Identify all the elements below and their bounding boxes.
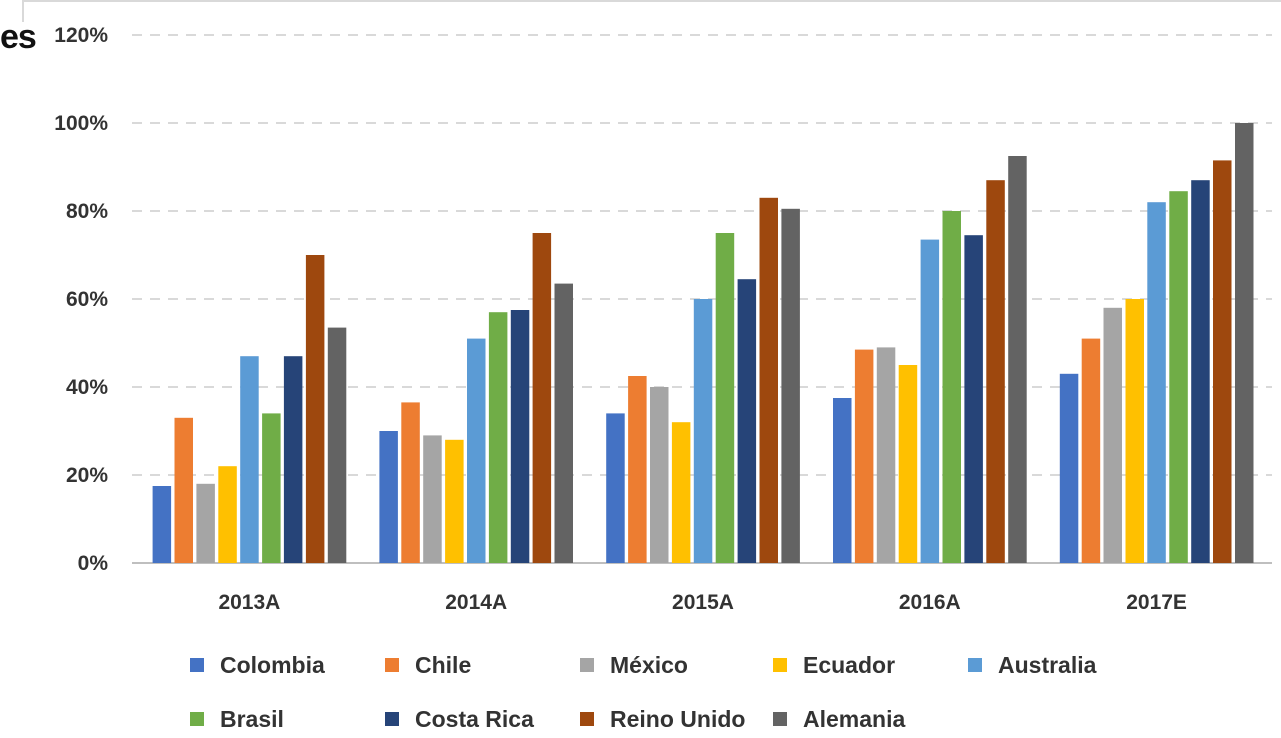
bar-costa-rica-2015a: [737, 279, 757, 563]
legend-label: Brasil: [220, 705, 284, 732]
legend-swatch: [773, 658, 787, 672]
legend-label: Chile: [415, 651, 472, 678]
bar-colombia-2017e: [1059, 373, 1079, 563]
bar-australia-2015a: [693, 299, 713, 563]
bar-ecuador-2016a: [898, 365, 918, 563]
bar-brasil-2017e: [1169, 191, 1188, 563]
legend-swatch: [773, 712, 787, 726]
plot-area: 0% 20% 40% 60% 80% 100% 120% 2013A 2014A 2015A 201…: [54, 24, 1272, 614]
chart-frame-top: [22, 0, 1281, 5]
bar-ecuador-2014a: [445, 439, 464, 563]
y-tick-label: 120%: [54, 24, 108, 47]
legend-label: Australia: [998, 651, 1097, 678]
bar-colombia-2015a: [606, 413, 625, 563]
bar-reino-unido-2013a: [305, 255, 325, 563]
bar-reino-unido-2017e: [1213, 160, 1232, 563]
legend-swatch: [968, 658, 982, 672]
legend-swatch: [580, 658, 594, 672]
y-tick-label: 100%: [54, 112, 108, 135]
bar-australia-2013a: [240, 356, 259, 563]
legend-label: México: [610, 651, 688, 678]
legend-swatch: [385, 712, 399, 726]
legend-item-reino-unido: Reino Unido: [580, 704, 745, 734]
bar-méxico-2013a: [196, 483, 215, 563]
bar-ecuador-2015a: [671, 422, 691, 563]
legend-swatch: [385, 658, 399, 672]
bar-colombia-2016a: [833, 398, 852, 563]
legend-item-brasil: Brasil: [190, 704, 284, 734]
bar-australia-2017e: [1147, 202, 1166, 563]
bar-chile-2016a: [854, 349, 874, 563]
bar-reino-unido-2014a: [532, 233, 552, 563]
legend-item-colombia: Colombia: [190, 650, 325, 680]
x-tick-label: 2014A: [445, 591, 507, 614]
y-tick-label: 40%: [66, 376, 108, 399]
chart-title-fragment: es: [0, 18, 37, 56]
bar-chile-2015a: [628, 376, 647, 563]
bar-reino-unido-2015a: [759, 197, 778, 564]
bar-méxico-2015a: [650, 387, 669, 563]
bar-chile-2013a: [174, 417, 193, 563]
bar-costa-rica-2016a: [964, 235, 983, 563]
bar-chile-2014a: [401, 402, 420, 563]
chart-frame-left: [22, 0, 24, 22]
bar-costa-rica-2014a: [510, 310, 530, 563]
legend-label: Ecuador: [803, 651, 896, 678]
legend-item-ecuador: Ecuador: [773, 650, 895, 680]
bar-méxico-2014a: [423, 435, 442, 563]
legend-item-alemania: Alemania: [773, 704, 905, 734]
legend-label: Costa Rica: [415, 705, 534, 732]
legend-swatch: [580, 712, 594, 726]
bar-brasil-2015a: [715, 233, 735, 563]
bar-ecuador-2013a: [218, 466, 237, 563]
bar-colombia-2013a: [152, 486, 172, 563]
legend-item-costa-rica: Costa Rica: [385, 704, 534, 734]
legend-item-méxico: México: [580, 650, 688, 680]
bar-costa-rica-2013a: [283, 356, 303, 563]
bar-chile-2017e: [1081, 338, 1101, 563]
bar-brasil-2016a: [942, 211, 961, 563]
legend-swatch: [190, 712, 204, 726]
bar-reino-unido-2016a: [986, 180, 1005, 563]
legend-swatch: [190, 658, 204, 672]
bar-colombia-2014a: [379, 431, 398, 563]
y-tick-label: 60%: [66, 288, 108, 311]
legend-item-chile: Chile: [385, 650, 471, 680]
x-tick-label: 2017E: [1126, 591, 1187, 614]
legend-label: Reino Unido: [610, 705, 746, 732]
y-tick-label: 0%: [78, 552, 109, 575]
bar-ecuador-2017e: [1125, 299, 1144, 563]
bar-australia-2016a: [920, 239, 940, 563]
bar-alemania-2013a: [327, 327, 347, 563]
bar-méxico-2016a: [876, 347, 896, 563]
bar-costa-rica-2017e: [1191, 180, 1210, 563]
legend-label: Alemania: [803, 705, 906, 732]
y-tick-label: 20%: [66, 464, 108, 487]
legend-item-australia: Australia: [968, 650, 1096, 680]
y-tick-label: 80%: [66, 200, 108, 223]
legend-label: Colombia: [220, 651, 325, 678]
bar-alemania-2017e: [1235, 123, 1254, 563]
bar-alemania-2016a: [1008, 156, 1027, 563]
bar-méxico-2017e: [1103, 307, 1122, 563]
x-tick-label: 2015A: [672, 591, 734, 614]
bar-brasil-2014a: [488, 312, 508, 563]
bar-alemania-2015a: [781, 208, 800, 564]
x-tick-label: 2016A: [899, 591, 961, 614]
bar-brasil-2013a: [262, 413, 281, 563]
x-tick-label: 2013A: [218, 591, 280, 614]
bar-australia-2014a: [467, 338, 486, 563]
bar-alemania-2014a: [554, 283, 573, 563]
